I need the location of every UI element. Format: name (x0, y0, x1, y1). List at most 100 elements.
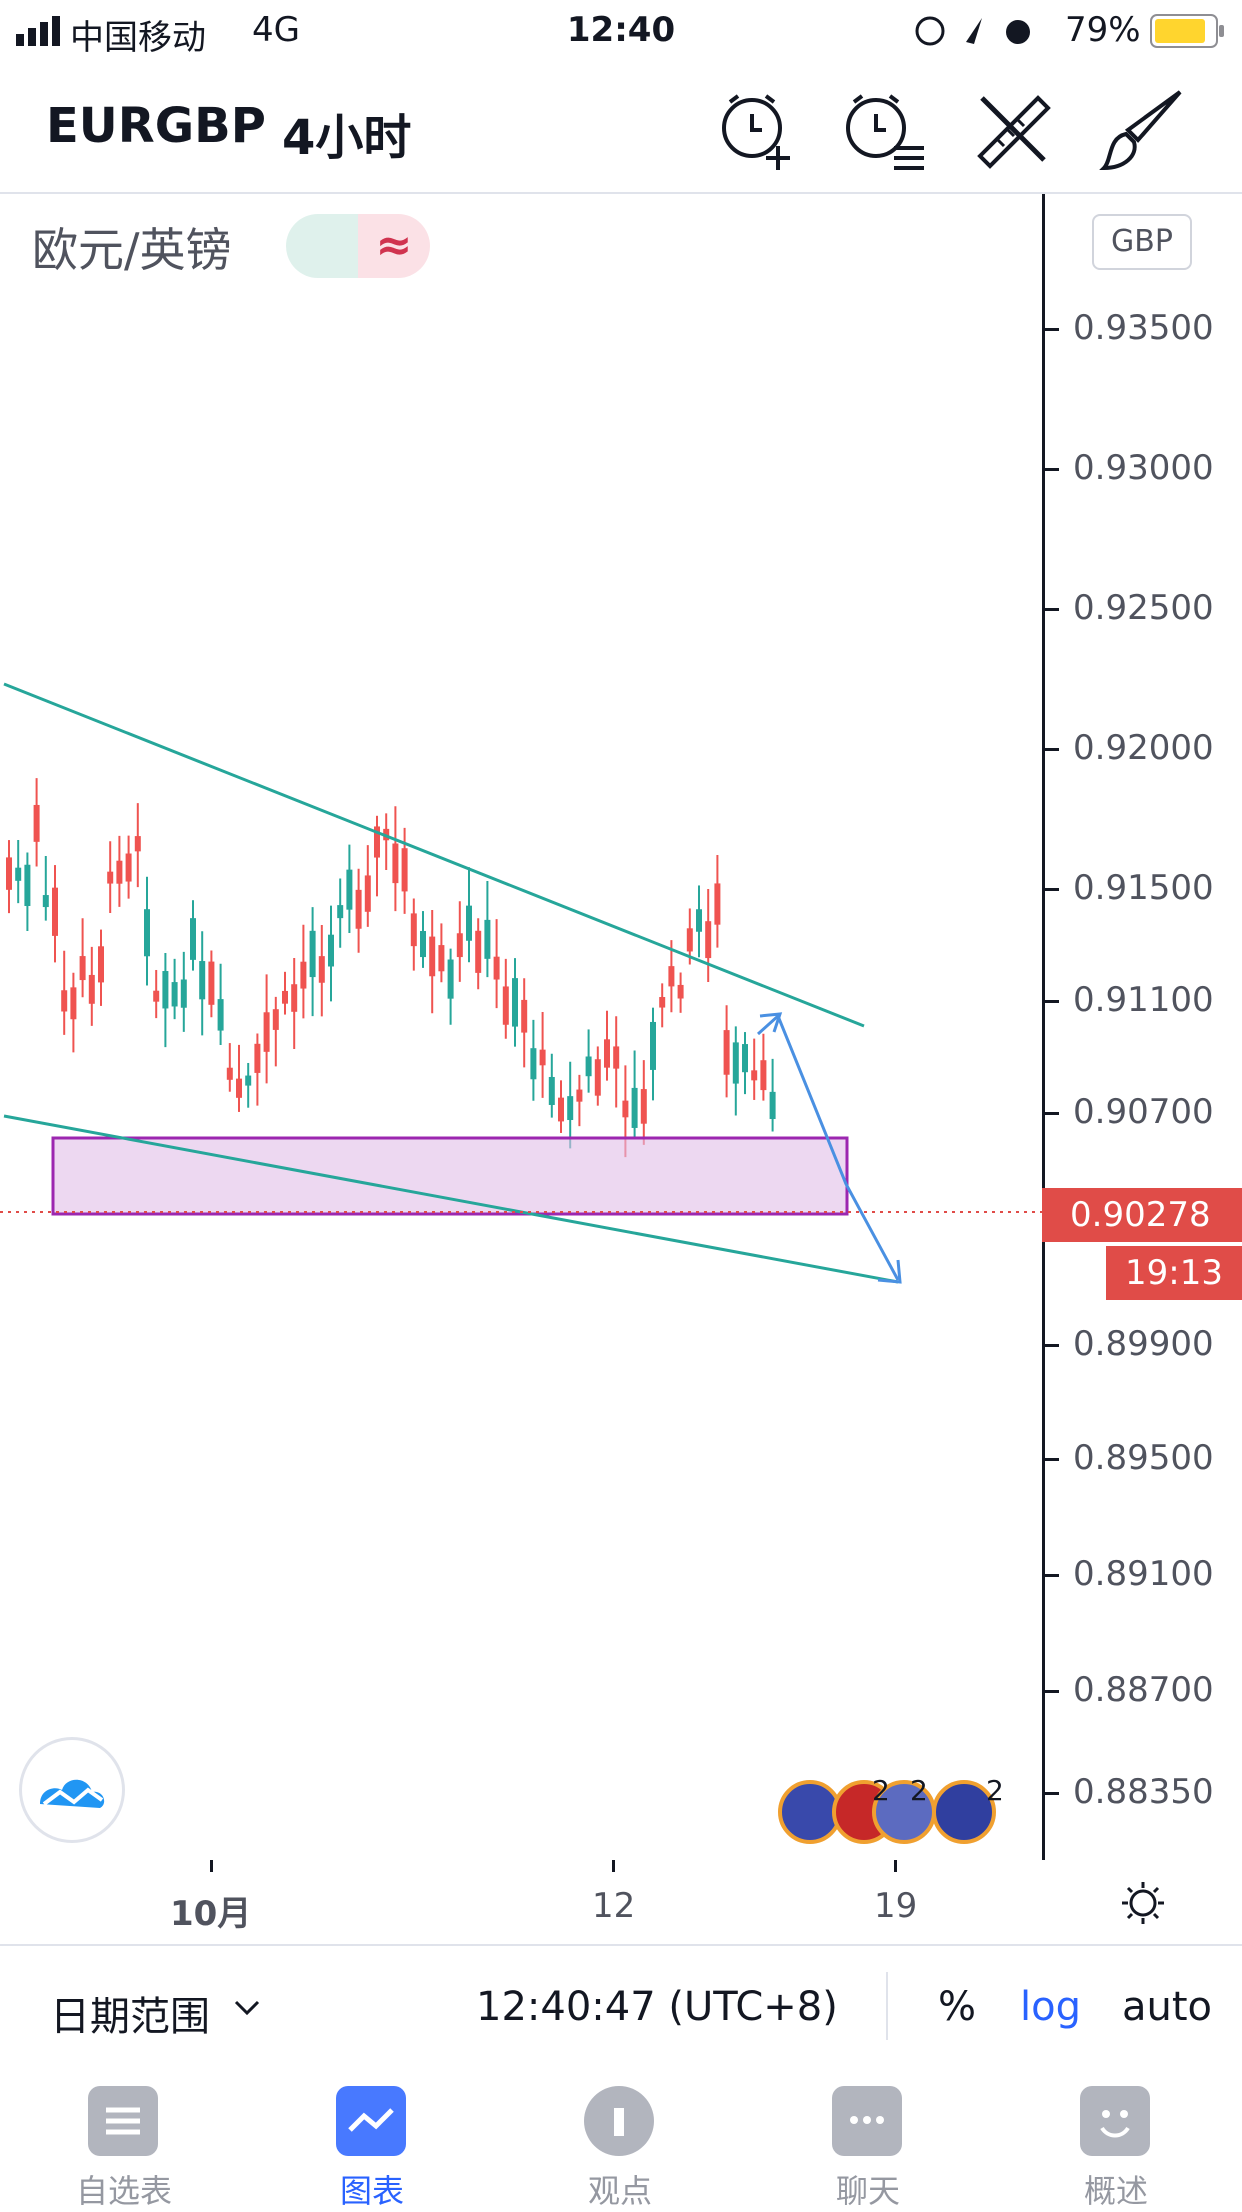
y-label: 0.88350 (1073, 1772, 1214, 1812)
price-chart[interactable] (0, 194, 1042, 1860)
candle-body (24, 864, 31, 907)
event-badges[interactable] (774, 1772, 1014, 1852)
candle-body (714, 883, 721, 925)
chevron-down-icon[interactable] (234, 2000, 260, 2016)
date-range-button[interactable]: 日期范围 (50, 1994, 210, 2040)
ideas-icon (584, 2086, 654, 2156)
candle-body (263, 1012, 270, 1052)
percent-toggle[interactable]: % (938, 1984, 977, 2030)
candle-body (374, 826, 380, 858)
chart-settings-icon[interactable] (1120, 1880, 1166, 1926)
cloud-chart-icon (40, 1779, 105, 1808)
candle-body (659, 997, 666, 1008)
eu-flag-icon-2 (932, 1780, 996, 1844)
tab-chat[interactable]: 聊天 (744, 2066, 992, 2210)
candle-body (456, 933, 463, 958)
y-label: 0.92500 (1073, 588, 1214, 628)
y-label: 0.88700 (1073, 1670, 1214, 1710)
candle-body (33, 804, 40, 842)
lower-trendline (3, 1114, 899, 1284)
candle-body (180, 979, 187, 1008)
candle-body (116, 860, 123, 884)
candle-body (364, 875, 371, 912)
bar-countdown-tag: 19:13 (1106, 1246, 1242, 1300)
candle-body (742, 1044, 748, 1073)
candle-body (42, 895, 49, 908)
tab-ideas[interactable]: 观点 (496, 2066, 744, 2210)
chart-icon (336, 2086, 406, 2156)
overview-icon (1080, 2086, 1150, 2156)
y-label: 0.93500 (1073, 308, 1214, 348)
tools-icon[interactable] (968, 84, 1058, 174)
approx-icon: ≈ (358, 214, 430, 278)
candle-body (309, 930, 316, 978)
candle-body (447, 959, 454, 999)
x-label: 19 (874, 1886, 918, 1926)
candle-body (6, 857, 12, 890)
x-label: 10月 (170, 1894, 252, 1934)
chart-header: EURGBP 4小时 (0, 62, 1242, 194)
candle-body (558, 1097, 564, 1122)
network-label: 4G (252, 10, 300, 50)
tab-chart[interactable]: 图表 (248, 2066, 496, 2210)
y-label: 0.90700 (1073, 1092, 1214, 1132)
candle-body (622, 1100, 629, 1118)
alarm-list-icon[interactable] (838, 84, 928, 174)
projection-arrowhead-2 (877, 1259, 902, 1284)
tab-bar: 自选表 图表 观点 聊天 概述 (0, 2066, 1242, 2210)
candle-body (61, 990, 68, 1012)
candle-body (668, 966, 675, 987)
candle-body (272, 1009, 279, 1030)
candle-body (144, 909, 150, 957)
candle-body (604, 1039, 610, 1068)
candle-body (236, 1078, 242, 1098)
currency-badge[interactable]: GBP (1092, 214, 1192, 270)
candle-body (420, 930, 426, 958)
y-tick (1045, 1792, 1059, 1795)
candle-body (245, 1075, 252, 1086)
symbol-button[interactable]: EURGBP (46, 98, 266, 154)
candle-body (107, 871, 114, 884)
candle-body (337, 905, 344, 919)
battery-icon (1150, 14, 1224, 48)
indicators-button[interactable] (22, 1740, 122, 1840)
price-axis[interactable]: 0.93500 0.93000 0.92500 0.92000 0.91500 0.911… (1042, 194, 1242, 1860)
candle-body (199, 961, 206, 1000)
timezone-clock[interactable]: 12:40:47 (UTC+8) (476, 1984, 838, 2030)
candle-body (98, 946, 104, 983)
event-badge-count: 2 (872, 1774, 890, 1807)
projection-path (756, 1013, 900, 1281)
alarm-add-icon[interactable] (712, 84, 802, 174)
interval-button[interactable]: 4小时 (282, 110, 412, 166)
y-tick (1045, 1000, 1059, 1003)
y-label: 0.92000 (1073, 728, 1214, 768)
candle-body (355, 889, 362, 929)
log-toggle[interactable]: log (1020, 1984, 1081, 2030)
x-tick (612, 1860, 615, 1872)
chart-pane[interactable]: 欧元/英镑 ≈ 2 2 2 (0, 194, 1042, 1860)
y-tick (1045, 888, 1059, 891)
tab-watchlist[interactable]: 自选表 (0, 2066, 248, 2210)
y-tick (1045, 1344, 1059, 1347)
event-badge-count: 2 (986, 1774, 1004, 1807)
tab-label: 观点 (587, 2172, 652, 2210)
time-axis[interactable]: 10月 12 19 (0, 1860, 1042, 1944)
candle-body (88, 974, 95, 1004)
candle-body (410, 913, 417, 947)
candle-body (613, 1046, 620, 1069)
candle-body (769, 1091, 776, 1120)
compare-toggle[interactable]: ≈ (286, 214, 430, 278)
tab-overview[interactable]: 概述 (992, 2066, 1242, 2210)
candle-body (125, 853, 132, 882)
candle-body (493, 956, 500, 980)
candle-body (208, 961, 215, 1005)
chat-icon (832, 2086, 902, 2156)
auto-toggle[interactable]: auto (1122, 1984, 1213, 2030)
candle-body (751, 1070, 758, 1081)
brush-icon[interactable] (1098, 84, 1188, 174)
candle-body (153, 990, 160, 1002)
status-time: 12:40 (566, 10, 676, 50)
candle-body (318, 956, 325, 983)
candle-body (438, 945, 445, 972)
candle-body (521, 999, 528, 1033)
